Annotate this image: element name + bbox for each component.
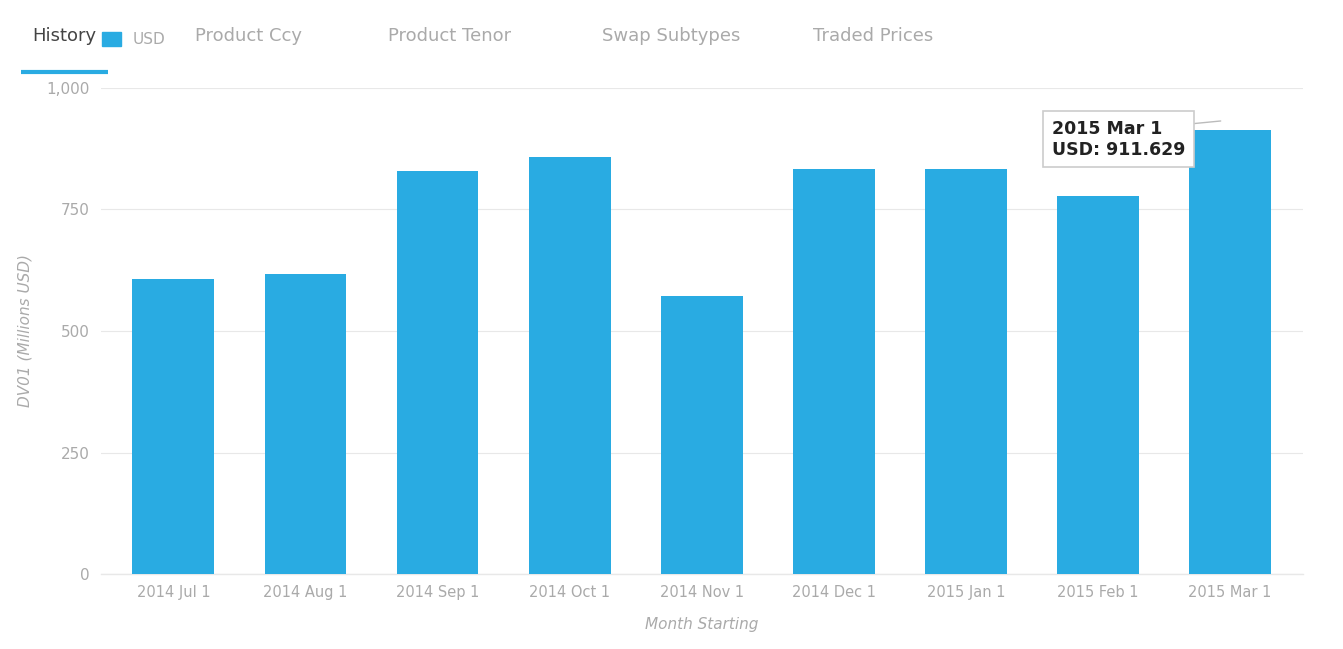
Bar xyxy=(396,171,478,574)
Y-axis label: DV01 (Millions USD): DV01 (Millions USD) xyxy=(17,254,32,408)
X-axis label: Month Starting: Month Starting xyxy=(645,617,759,632)
Bar xyxy=(1189,130,1270,574)
Text: Swap Subtypes: Swap Subtypes xyxy=(602,27,741,45)
Bar xyxy=(529,156,611,574)
Bar xyxy=(133,279,215,574)
Text: History: History xyxy=(32,27,97,45)
Text: Product Tenor: Product Tenor xyxy=(388,27,512,45)
Bar xyxy=(1057,196,1139,574)
Bar xyxy=(925,169,1007,574)
Bar xyxy=(792,169,874,574)
Legend: USD: USD xyxy=(102,32,165,47)
Text: Product Ccy: Product Ccy xyxy=(195,27,302,45)
Bar xyxy=(661,296,743,574)
Text: Traded Prices: Traded Prices xyxy=(813,27,933,45)
Text: 2015 Mar 1
USD: 911.629: 2015 Mar 1 USD: 911.629 xyxy=(1052,120,1185,159)
Bar xyxy=(265,274,346,574)
